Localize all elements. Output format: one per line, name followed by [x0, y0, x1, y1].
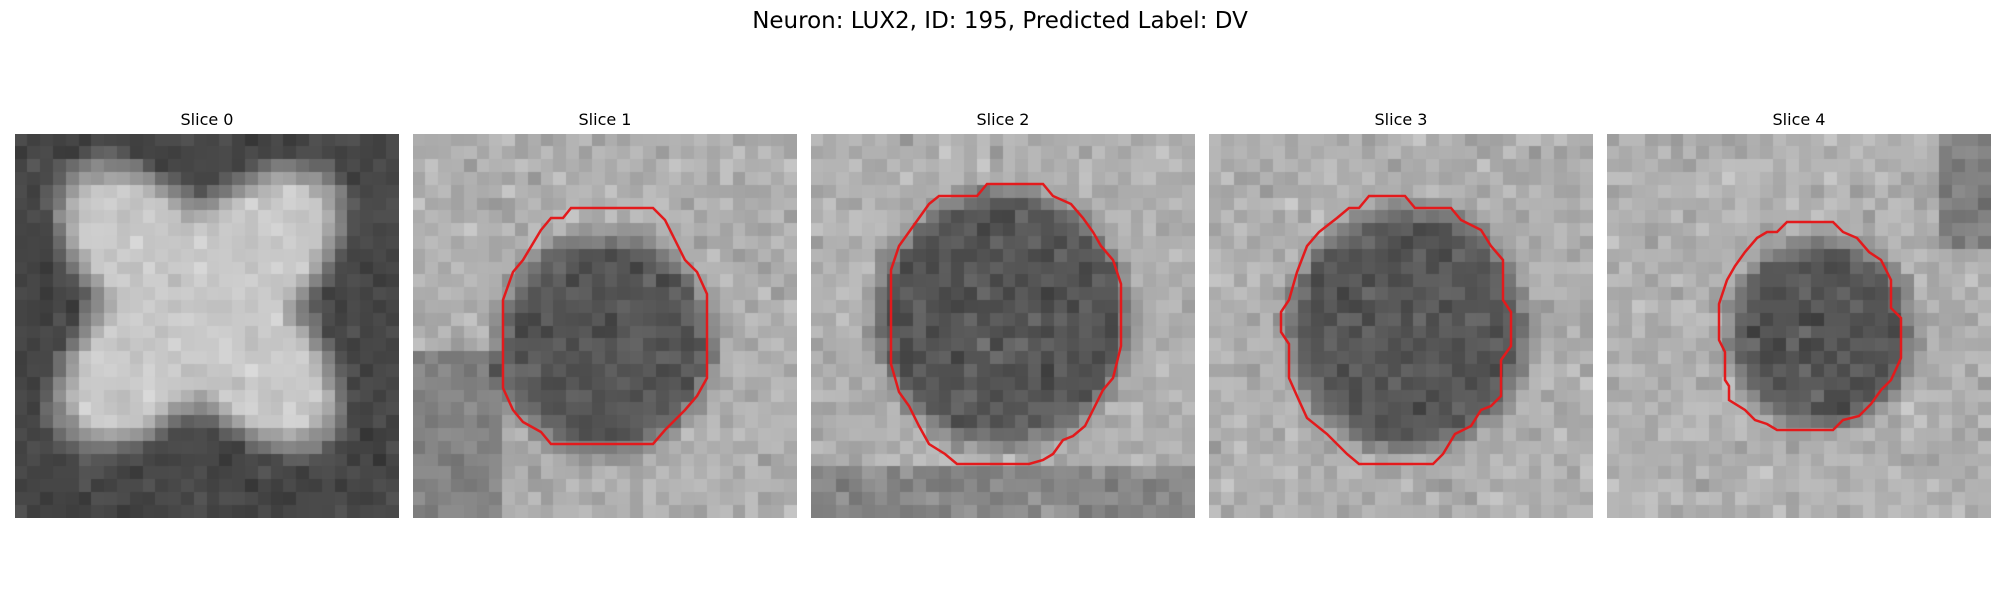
slice-image	[1607, 134, 1991, 518]
slice-title: Slice 2	[976, 110, 1030, 129]
slice-title: Slice 3	[1374, 110, 1428, 129]
roi-contour	[1717, 220, 1903, 432]
slice-panel-3: Slice 3	[1209, 108, 1593, 518]
slice-image	[811, 134, 1195, 518]
slice-image	[15, 134, 399, 518]
slice-title: Slice 1	[578, 110, 632, 129]
roi-contour	[1279, 194, 1513, 466]
slice-panel-0: Slice 0	[15, 108, 399, 518]
slice-title: Slice 0	[180, 110, 234, 129]
slice-panel-1: Slice 1	[413, 108, 797, 518]
roi-contour	[889, 182, 1123, 466]
slice-panel-2: Slice 2	[811, 108, 1195, 518]
slice-image	[413, 134, 797, 518]
slice-image	[1209, 134, 1593, 518]
slice-panel-4: Slice 4	[1607, 108, 1991, 518]
roi-contour	[501, 206, 709, 446]
figure-title: Neuron: LUX2, ID: 195, Predicted Label: …	[752, 8, 1248, 34]
slice-title: Slice 4	[1772, 110, 1826, 129]
